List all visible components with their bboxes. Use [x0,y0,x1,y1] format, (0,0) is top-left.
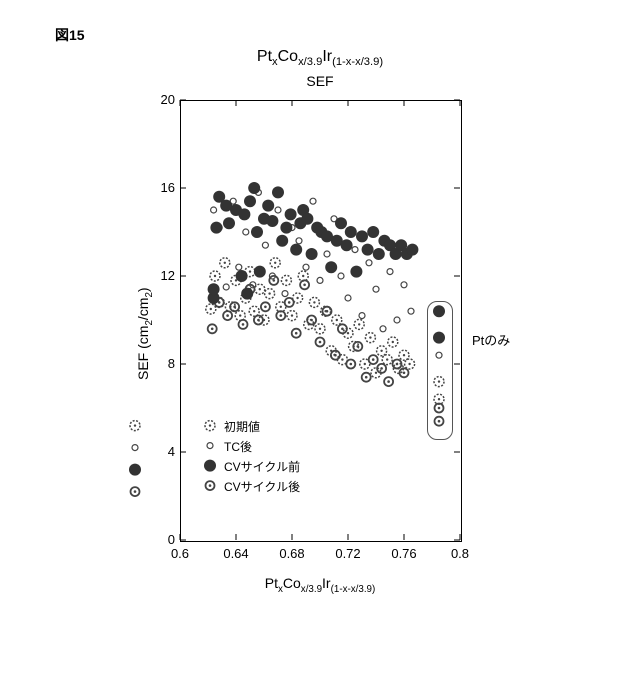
x-axis-label: PtxCox/3.9Ir(1-x-x/3.9) [180,575,460,595]
figure-label: 図15 [55,25,85,45]
y-tick-label: 0 [150,532,175,547]
x-tick-label: 0.68 [277,546,307,561]
chart-subtitle: SEF [180,73,460,89]
y-tick-label: 4 [150,444,175,459]
y-tick-label: 8 [150,356,175,371]
x-tick-label: 0.6 [165,546,195,561]
legend-item-label: 初期値 [224,418,260,435]
pt-only-annotation: Ptのみ [472,330,510,349]
y-tick-label: 20 [150,92,175,107]
y-tick-label: 12 [150,268,175,283]
legend-item-label: CVサイクル後 [224,478,300,495]
x-tick-label: 0.76 [389,546,419,561]
x-tick-label: 0.64 [221,546,251,561]
chart-title-formula: PtxCox/3.9Ir(1-x-x/3.9) [180,48,460,68]
pt-only-box [427,301,453,440]
x-tick-label: 0.72 [333,546,363,561]
x-tick-label: 0.8 [445,546,475,561]
y-tick-label: 16 [150,180,175,195]
plot-area [180,100,462,542]
legend-item-label: TC後 [224,438,252,455]
legend-item-label: CVサイクル前 [224,458,300,475]
